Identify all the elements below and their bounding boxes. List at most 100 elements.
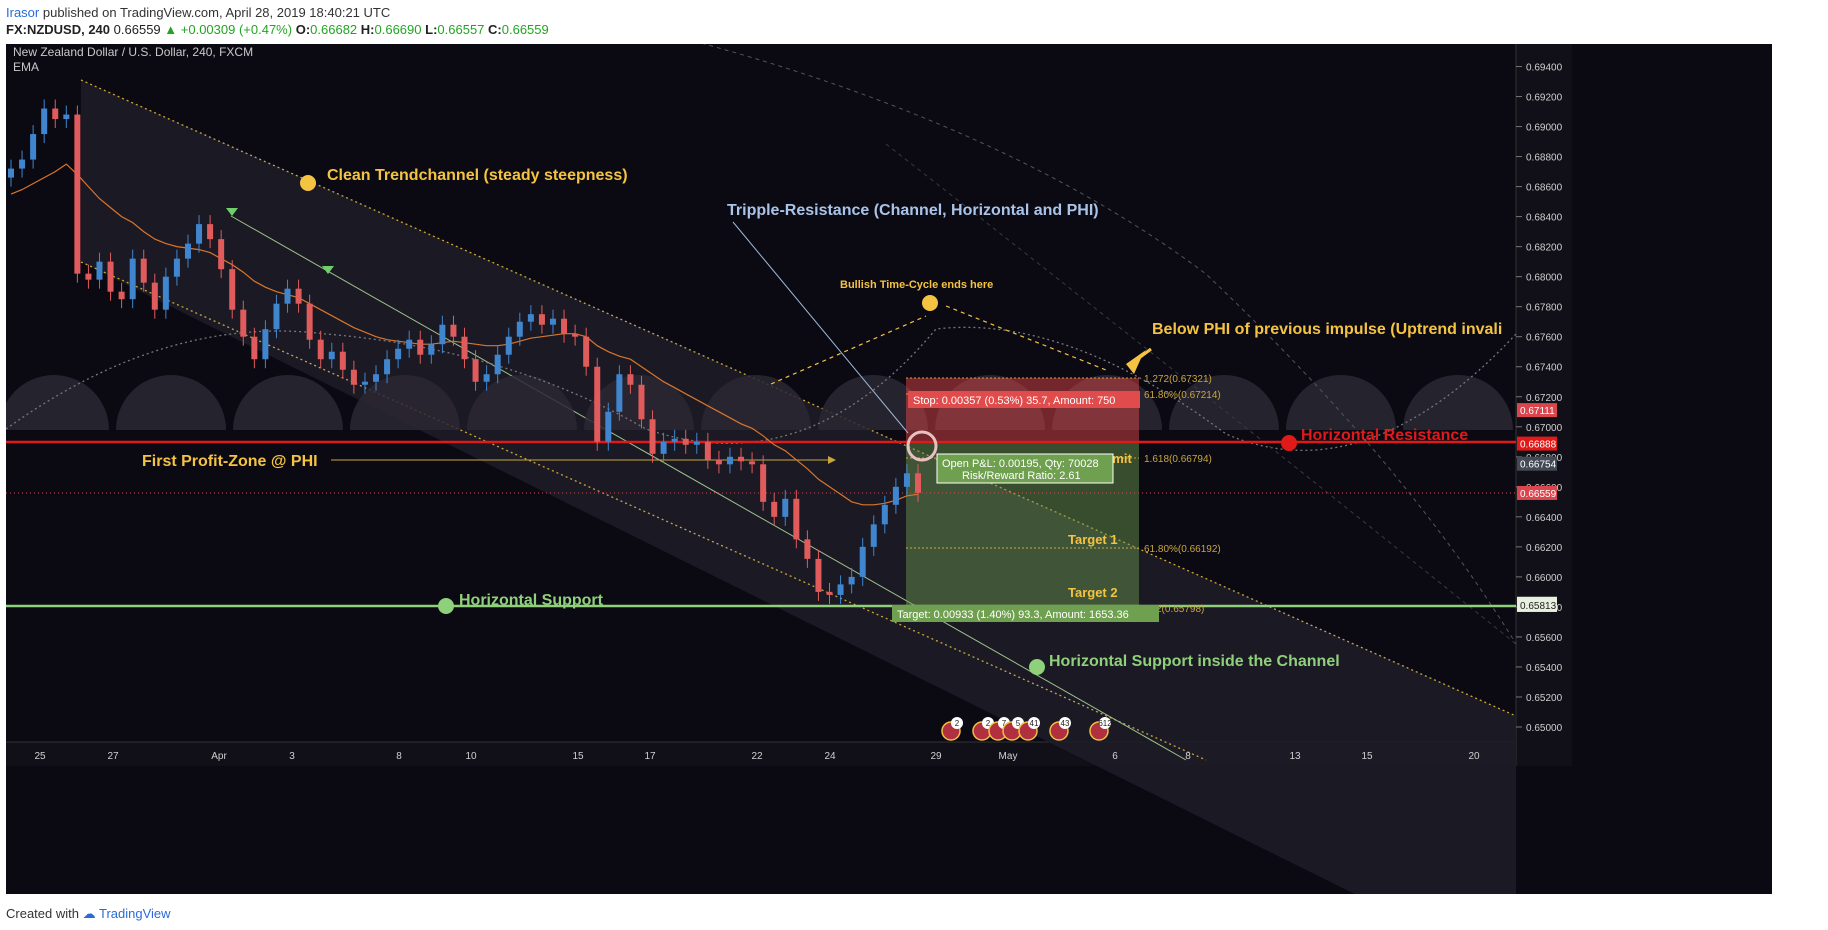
x-tick-label: 3	[289, 751, 295, 762]
y-tick-label: 0.69200	[1526, 93, 1563, 104]
candle-body	[549, 318, 556, 325]
annotation-horizontal-support: Horizontal Support	[459, 592, 604, 609]
candle-body	[229, 269, 236, 310]
event-badge-bg	[1059, 717, 1071, 729]
open-label: O:	[295, 22, 311, 37]
candle-body	[804, 539, 811, 559]
low-value: 0.66557	[437, 22, 485, 37]
price-chart-svg[interactable]: 0.69400 0.69200 0.69000 0.68800 0.68600 0.684…	[0, 38, 1772, 930]
event-badge-count: 7	[1002, 719, 1007, 728]
author-link[interactable]: Irasor	[6, 5, 40, 20]
time-axis-ticks: 25 27 Apr 3 8 10 15 17 22 24 29 May 6 8 13 15 20	[34, 751, 1480, 762]
created-with-label: Created with	[6, 906, 79, 921]
event-badge-bg	[1028, 717, 1040, 729]
x-tick-label: 22	[751, 751, 763, 762]
time-cycle-arc	[1286, 375, 1396, 430]
high-label: H:	[360, 22, 375, 37]
y-tick-label: 0.66400	[1526, 513, 1563, 524]
y-tick-label: 0.66000	[1526, 573, 1563, 584]
channel-lower-line	[80, 261, 1207, 761]
fib-1618-label: 1.618(0.66794)	[1144, 454, 1212, 465]
x-tick-label: 8	[1185, 751, 1191, 762]
candle-body	[63, 114, 70, 120]
time-cycle-arc	[116, 375, 226, 430]
time-cycle-arc	[818, 375, 928, 430]
stop-zone-box[interactable]	[906, 378, 1139, 442]
x-tick-label: 25	[34, 751, 46, 762]
annotation-horizontal-support-channel: Horizontal Support inside the Channel	[1049, 653, 1340, 670]
close-label: C:	[488, 22, 502, 37]
y-tick-label: 0.65000	[1526, 723, 1563, 734]
x-tick-label: 27	[107, 751, 119, 762]
candle-body	[616, 374, 623, 412]
candle-body	[52, 108, 59, 120]
tradingview-icon[interactable]: ☁	[82, 906, 96, 921]
event-badge-count: 41	[1030, 719, 1039, 728]
time-cycle-arc	[350, 375, 460, 430]
low-label: L:	[425, 22, 438, 37]
candle-body	[682, 438, 689, 445]
y-tick-label: 0.67600	[1526, 333, 1563, 344]
time-cycle-arc	[701, 375, 811, 430]
pnl-box	[936, 453, 1114, 484]
last-price: 0.66559	[113, 22, 161, 37]
pivot-marker-1	[226, 208, 238, 216]
event-badge-count: 2	[986, 719, 991, 728]
candle-body	[184, 243, 191, 259]
tradingview-link[interactable]: TradingView	[99, 906, 171, 921]
time-cycle-arcs	[0, 375, 1513, 430]
candle-body	[284, 288, 291, 304]
candle-body	[605, 411, 612, 442]
candle-body	[240, 309, 247, 337]
candle-body	[19, 159, 26, 169]
y-tick-label: 0.66200	[1526, 543, 1563, 554]
candle-body	[8, 168, 14, 178]
candle-body	[417, 339, 424, 355]
chart-legend-indicator[interactable]: EMA	[13, 60, 39, 74]
candle-body	[151, 282, 158, 310]
y-tick-label: 0.65200	[1526, 693, 1563, 704]
candle-body	[96, 261, 103, 280]
event-badge-count: 612	[1098, 719, 1112, 728]
candle-body	[583, 336, 590, 367]
candle-body	[373, 374, 380, 382]
candle-body	[572, 333, 579, 337]
candle-body	[439, 324, 446, 345]
candle-body	[881, 504, 888, 525]
candle-body	[892, 486, 899, 505]
candle-body	[273, 303, 280, 330]
event-badges-group[interactable]: 2 2 7 5 41 43 612	[941, 717, 1112, 741]
x-tick-label: 6	[1112, 751, 1118, 762]
y-tick-label: 0.67200	[1526, 393, 1563, 404]
candle-body	[726, 456, 733, 465]
candle-body	[30, 134, 37, 160]
x-tick-label: 24	[824, 751, 836, 762]
close-value: 0.66559	[501, 22, 549, 37]
annotation-below-phi: Below PHI of previous impulse (Uptrend i…	[1152, 321, 1502, 338]
publish-info: Irasor published on TradingView.com, Apr…	[6, 5, 390, 20]
candle-body	[339, 351, 346, 370]
fib-lower-label: 2(0.65798)	[1156, 604, 1204, 615]
candle-body	[527, 314, 534, 322]
annotation-target2: Target 2	[1068, 585, 1118, 600]
x-tick-label: May	[999, 751, 1018, 762]
y-tick-label: 0.68000	[1526, 273, 1563, 284]
time-cycle-arc	[0, 375, 109, 430]
candle-body	[915, 473, 921, 493]
candle-body	[295, 288, 302, 304]
chart-legend-title: New Zealand Dollar / U.S. Dollar, 240, F…	[13, 45, 253, 59]
candle-body	[494, 354, 501, 375]
open-pnl-label: Open P&L: 0.00195, Qty: 70028	[942, 458, 1099, 470]
fib-1272-label: 1.272(0.67321)	[1144, 374, 1212, 385]
candle-body	[782, 498, 789, 517]
stop-label-bg	[908, 391, 1140, 408]
x-tick-label: 13	[1289, 751, 1301, 762]
candle-body	[406, 339, 413, 349]
candle-body	[118, 291, 125, 300]
price-tag-bg	[1517, 456, 1557, 471]
candle-body	[738, 456, 745, 462]
time-cycle-arc	[1403, 375, 1513, 430]
candle-body	[251, 336, 258, 360]
chart-area[interactable]: 0.69400 0.69200 0.69000 0.68800 0.68600 0.684…	[0, 38, 1772, 930]
candle-body	[859, 546, 866, 577]
